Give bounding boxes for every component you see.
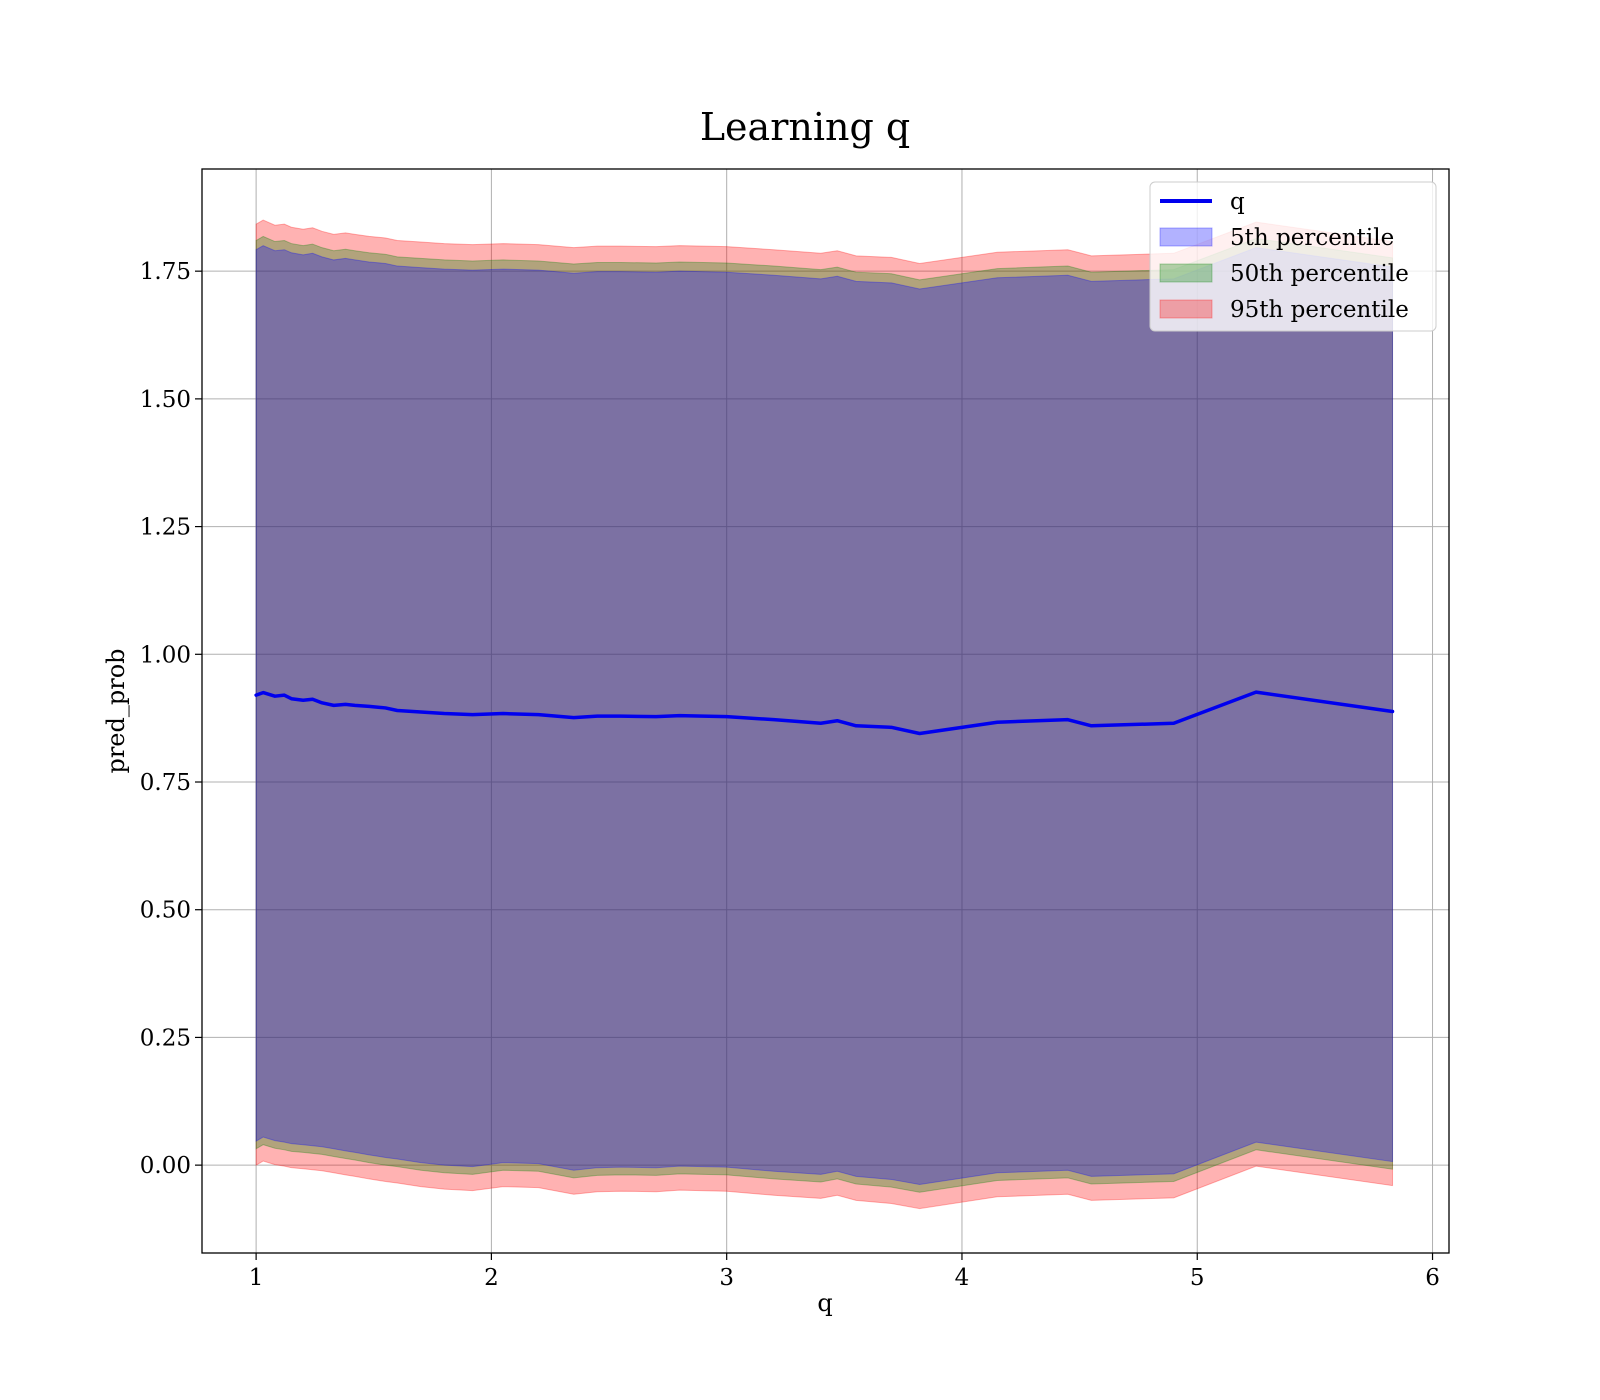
y-tick-label: 1.00	[140, 642, 191, 668]
x-ticks: 1 2 3 4 5 6	[249, 1253, 1440, 1291]
y-tick-label: 1.50	[140, 387, 191, 413]
y-ticks: 0.00 0.25 0.50 0.75 1.00 1.25 1.50 1.75	[140, 259, 202, 1179]
y-tick-label: 1.75	[140, 259, 191, 285]
chart-title: Learning q	[700, 105, 910, 149]
x-tick-label: 4	[955, 1265, 970, 1291]
legend-swatch-5th	[1159, 227, 1213, 247]
legend-label-50th: 50th percentile	[1230, 261, 1409, 287]
y-tick-label: 1.25	[140, 515, 191, 541]
y-tick-label: 0.75	[140, 770, 191, 796]
series-line-q	[254, 690, 1395, 736]
x-axis-label: q	[817, 1289, 832, 1317]
legend-frame	[1149, 181, 1437, 332]
percentile-bands	[255, 219, 1394, 1210]
legend-swatch-50th	[1159, 263, 1213, 283]
series-line-group	[254, 690, 1395, 736]
x-tick-label: 3	[719, 1265, 734, 1291]
x-tick-label: 1	[249, 1265, 264, 1291]
grid	[202, 169, 1449, 1253]
legend-label-5th: 5th percentile	[1230, 225, 1394, 251]
y-tick-label: 0.50	[140, 898, 191, 924]
legend-label-line: q	[1230, 189, 1245, 215]
y-tick-label: 0.00	[140, 1153, 191, 1179]
x-tick-label: 6	[1425, 1265, 1440, 1291]
legend-swatch-95th	[1159, 299, 1213, 319]
x-tick-label: 5	[1190, 1265, 1205, 1291]
y-axis-label: pred_prob	[102, 648, 130, 773]
plot-frame	[201, 168, 1450, 1254]
legend-label-95th: 95th percentile	[1230, 297, 1409, 323]
band-95th-percentile	[255, 219, 1394, 1210]
band-50th-percentile	[255, 235, 1394, 1193]
legend: q 5th percentile 50th percentile 95th pe…	[1149, 181, 1437, 332]
x-tick-label: 2	[484, 1265, 499, 1291]
y-tick-label: 0.25	[140, 1025, 191, 1051]
band-5th-percentile	[255, 245, 1394, 1186]
